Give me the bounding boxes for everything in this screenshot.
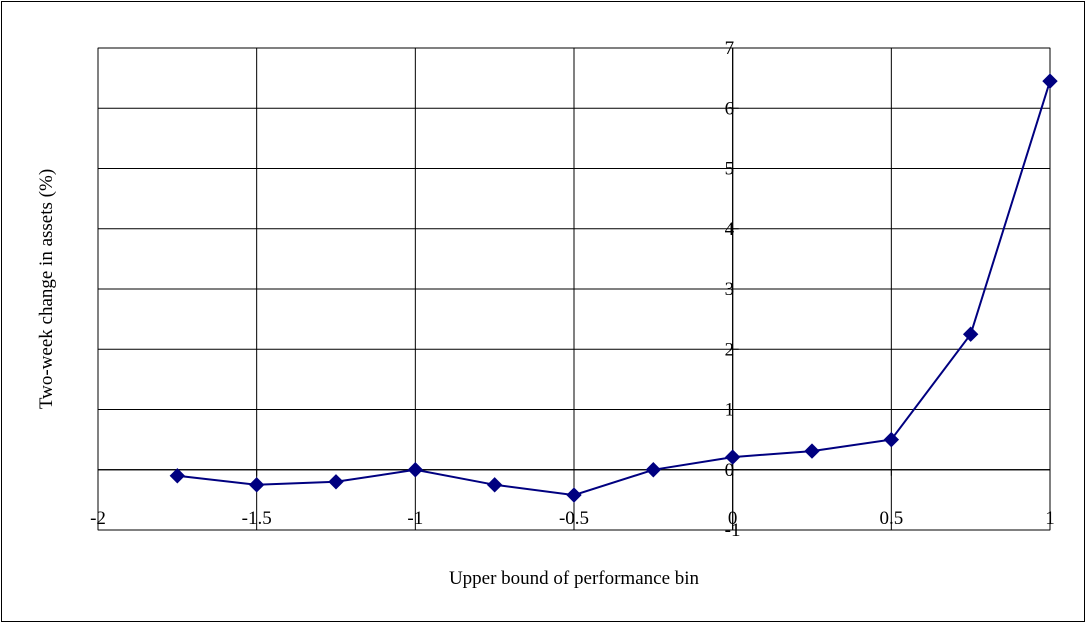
- series-line-0: [177, 80, 1051, 497]
- y-tick-label-1: 0: [725, 460, 735, 481]
- data-point-4: [486, 477, 503, 493]
- x-tick-label-5: 0.5: [879, 508, 903, 529]
- data-point-11: [1042, 73, 1058, 89]
- x-tick-label-4: 0: [728, 508, 738, 529]
- y-tick-label-8: 7: [725, 38, 735, 59]
- y-tick-label-5: 4: [725, 219, 735, 240]
- x-tick-label-3: -0.5: [559, 508, 589, 529]
- data-point-10: [962, 326, 979, 342]
- x-tick-label-1: -1.5: [242, 508, 272, 529]
- series-layer: [169, 73, 1058, 503]
- x-tick-label-2: -1: [407, 508, 423, 529]
- data-point-2: [328, 474, 344, 490]
- data-point-1: [248, 477, 265, 493]
- y-axis-title: Two-week change in assets (%): [36, 169, 57, 409]
- data-point-8: [804, 443, 820, 459]
- x-tick-label-0: -2: [90, 508, 106, 529]
- data-point-0: [169, 468, 186, 484]
- data-point-7: [724, 449, 741, 465]
- data-point-6: [645, 462, 662, 478]
- data-point-5: [566, 487, 582, 503]
- y-tick-label-0: -1: [725, 520, 741, 541]
- y-tick-label-6: 5: [725, 159, 735, 180]
- y-tick-label-3: 2: [725, 339, 735, 360]
- data-point-3: [407, 462, 424, 478]
- x-tick-label-6: 1: [1045, 508, 1055, 529]
- y-tick-label-4: 3: [725, 279, 735, 300]
- x-axis-title: Upper bound of performance bin: [449, 568, 700, 589]
- y-tick-label-2: 1: [725, 400, 735, 421]
- data-point-9: [883, 431, 900, 448]
- y-tick-label-7: 6: [725, 98, 735, 119]
